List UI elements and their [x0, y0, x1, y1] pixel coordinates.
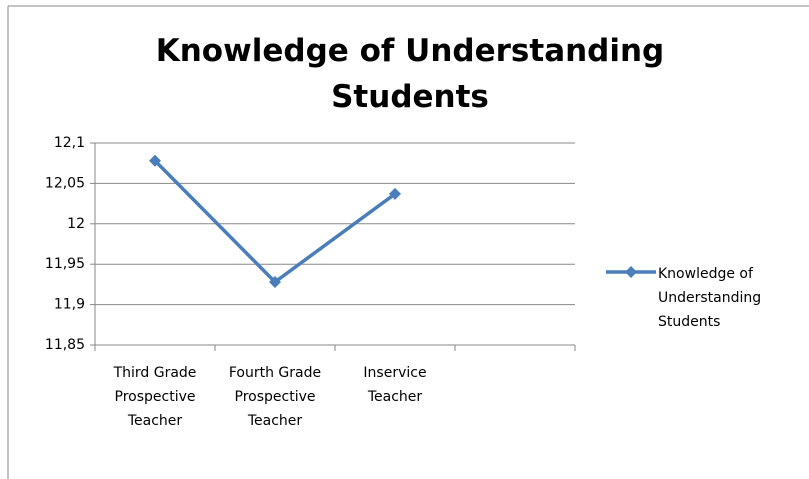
- x-tick-label: Fourth Grade Prospective Teacher: [228, 365, 322, 429]
- data-point: [389, 187, 401, 200]
- legend-marker: [625, 266, 637, 278]
- x-tick-label: Inservice Teacher: [363, 365, 427, 405]
- x-tick-label: Third Grade Prospective Teacher: [113, 365, 197, 429]
- y-tick-label: 11,85: [45, 337, 85, 353]
- data-point: [149, 154, 161, 167]
- y-tick-label: 12,05: [45, 175, 85, 191]
- legend-label: Knowledge of Understanding Students: [658, 266, 762, 330]
- chart-title: Knowledge of Understanding Students: [155, 33, 665, 115]
- y-tick-label: 11,9: [54, 297, 85, 313]
- y-tick-label: 12: [67, 216, 85, 232]
- data-point: [269, 275, 281, 288]
- y-tick-label: 11,95: [45, 256, 85, 272]
- y-tick-label: 12,1: [54, 135, 85, 151]
